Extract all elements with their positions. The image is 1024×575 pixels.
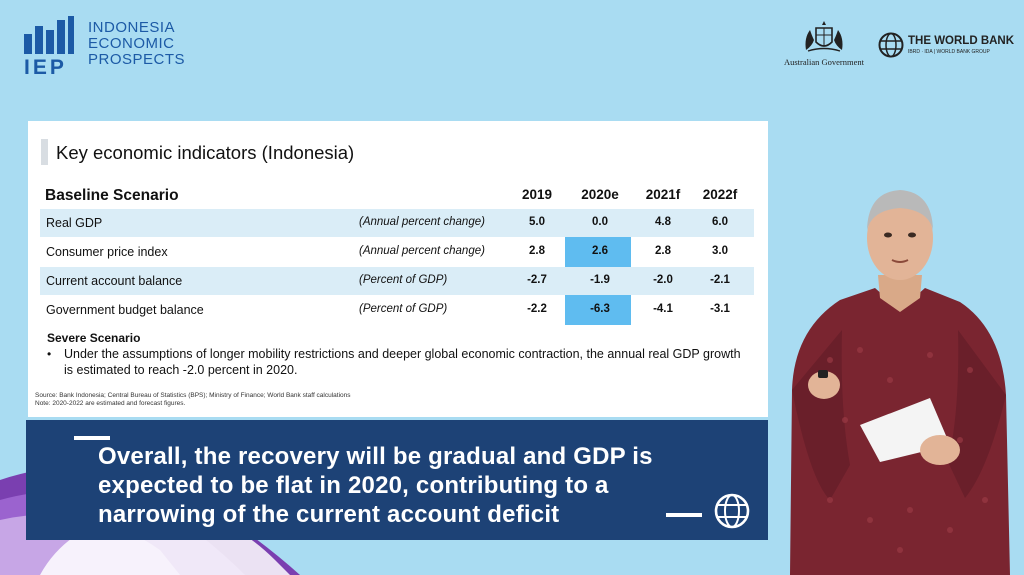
caption-banner: Overall, the recovery will be gradual an… — [26, 420, 768, 540]
table-row: Current account balance (Percent of GDP)… — [40, 267, 754, 295]
table-cell: -2.2 — [527, 303, 547, 315]
severe-scenario-heading: Severe Scenario — [47, 331, 141, 345]
table-cell: 4.8 — [655, 216, 671, 228]
indicator-unit: (Percent of GDP) — [359, 274, 448, 286]
table-cell: 6.0 — [712, 216, 728, 228]
australian-government-logo: Australian Government — [778, 20, 870, 67]
source-line: Source: Bank Indonesia; Central Bureau o… — [35, 392, 351, 399]
slide-title: Key economic indicators (Indonesia) — [56, 142, 355, 163]
indicator-name: Government budget balance — [46, 303, 204, 317]
note-line: Note: 2020-2022 are estimated and foreca… — [35, 400, 186, 407]
table-header: Baseline Scenario 2019 2020e 2021f 2022f — [40, 181, 754, 210]
iep-title-line: ECONOMIC — [88, 35, 175, 52]
table-cell: 2.6 — [592, 245, 608, 257]
year-header: 2019 — [521, 187, 553, 202]
iep-title-line: INDONESIA — [88, 19, 176, 36]
table-row: Government budget balance (Percent of GD… — [40, 296, 754, 324]
world-bank-name: THE WORLD BANK — [908, 35, 1015, 47]
table-cell: 5.0 — [529, 216, 545, 228]
table-header-label: Baseline Scenario — [45, 187, 179, 204]
australian-crest-icon — [805, 21, 843, 52]
indicator-name: Real GDP — [46, 216, 103, 230]
iep-bars-icon — [24, 16, 74, 54]
table-cell: -1.9 — [590, 274, 610, 286]
table-cell: 3.0 — [712, 245, 728, 257]
indicator-unit: (Percent of GDP) — [359, 303, 448, 315]
presenter — [790, 190, 1010, 575]
caption-text: Overall, the recovery will be gradual an… — [98, 443, 653, 528]
year-header: 2021f — [645, 187, 681, 202]
indicator-name: Consumer price index — [46, 245, 168, 259]
world-bank-subtitle: IBRD · IDA | WORLD BANK GROUP — [908, 49, 990, 55]
caption-dash — [74, 436, 110, 440]
table-cell: -3.1 — [710, 303, 730, 315]
title-accent-bar — [41, 139, 48, 165]
table-row: Real GDP (Annual percent change) 5.0 0.0… — [40, 209, 754, 237]
iep-abbreviation: IEP — [24, 56, 67, 79]
indicator-name: Current account balance — [46, 274, 183, 288]
australian-government-text: Australian Government — [783, 57, 865, 67]
table-cell: -2.1 — [710, 274, 730, 286]
year-header: 2020e — [581, 187, 619, 202]
caption-dash — [666, 513, 702, 517]
table-cell: -2.7 — [527, 274, 547, 286]
source-note: Source: Bank Indonesia; Central Bureau o… — [35, 392, 351, 408]
indicator-unit: (Annual percent change) — [359, 245, 485, 257]
table-cell: 2.8 — [655, 245, 671, 257]
table-cell: 2.8 — [529, 245, 545, 257]
table-cell: -4.1 — [653, 303, 673, 315]
iep-title-line: PROSPECTS — [88, 51, 186, 68]
caption-globe-icon — [714, 493, 750, 529]
severe-scenario-text: Under the assumptions of longer mobility… — [64, 347, 741, 377]
world-bank-globe-icon — [878, 32, 904, 58]
bullet-marker: • — [47, 347, 52, 361]
table-cell: 0.0 — [592, 216, 608, 228]
iep-title: INDONESIA ECONOMIC PROSPECTS — [88, 20, 208, 68]
year-header: 2022f — [702, 187, 738, 202]
table-cell: -6.3 — [590, 303, 610, 315]
indicator-unit: (Annual percent change) — [359, 216, 485, 228]
table-cell: -2.0 — [653, 274, 673, 286]
table-row: Consumer price index (Annual percent cha… — [40, 238, 754, 266]
presentation-slide: Key economic indicators (Indonesia) Base… — [28, 121, 768, 417]
